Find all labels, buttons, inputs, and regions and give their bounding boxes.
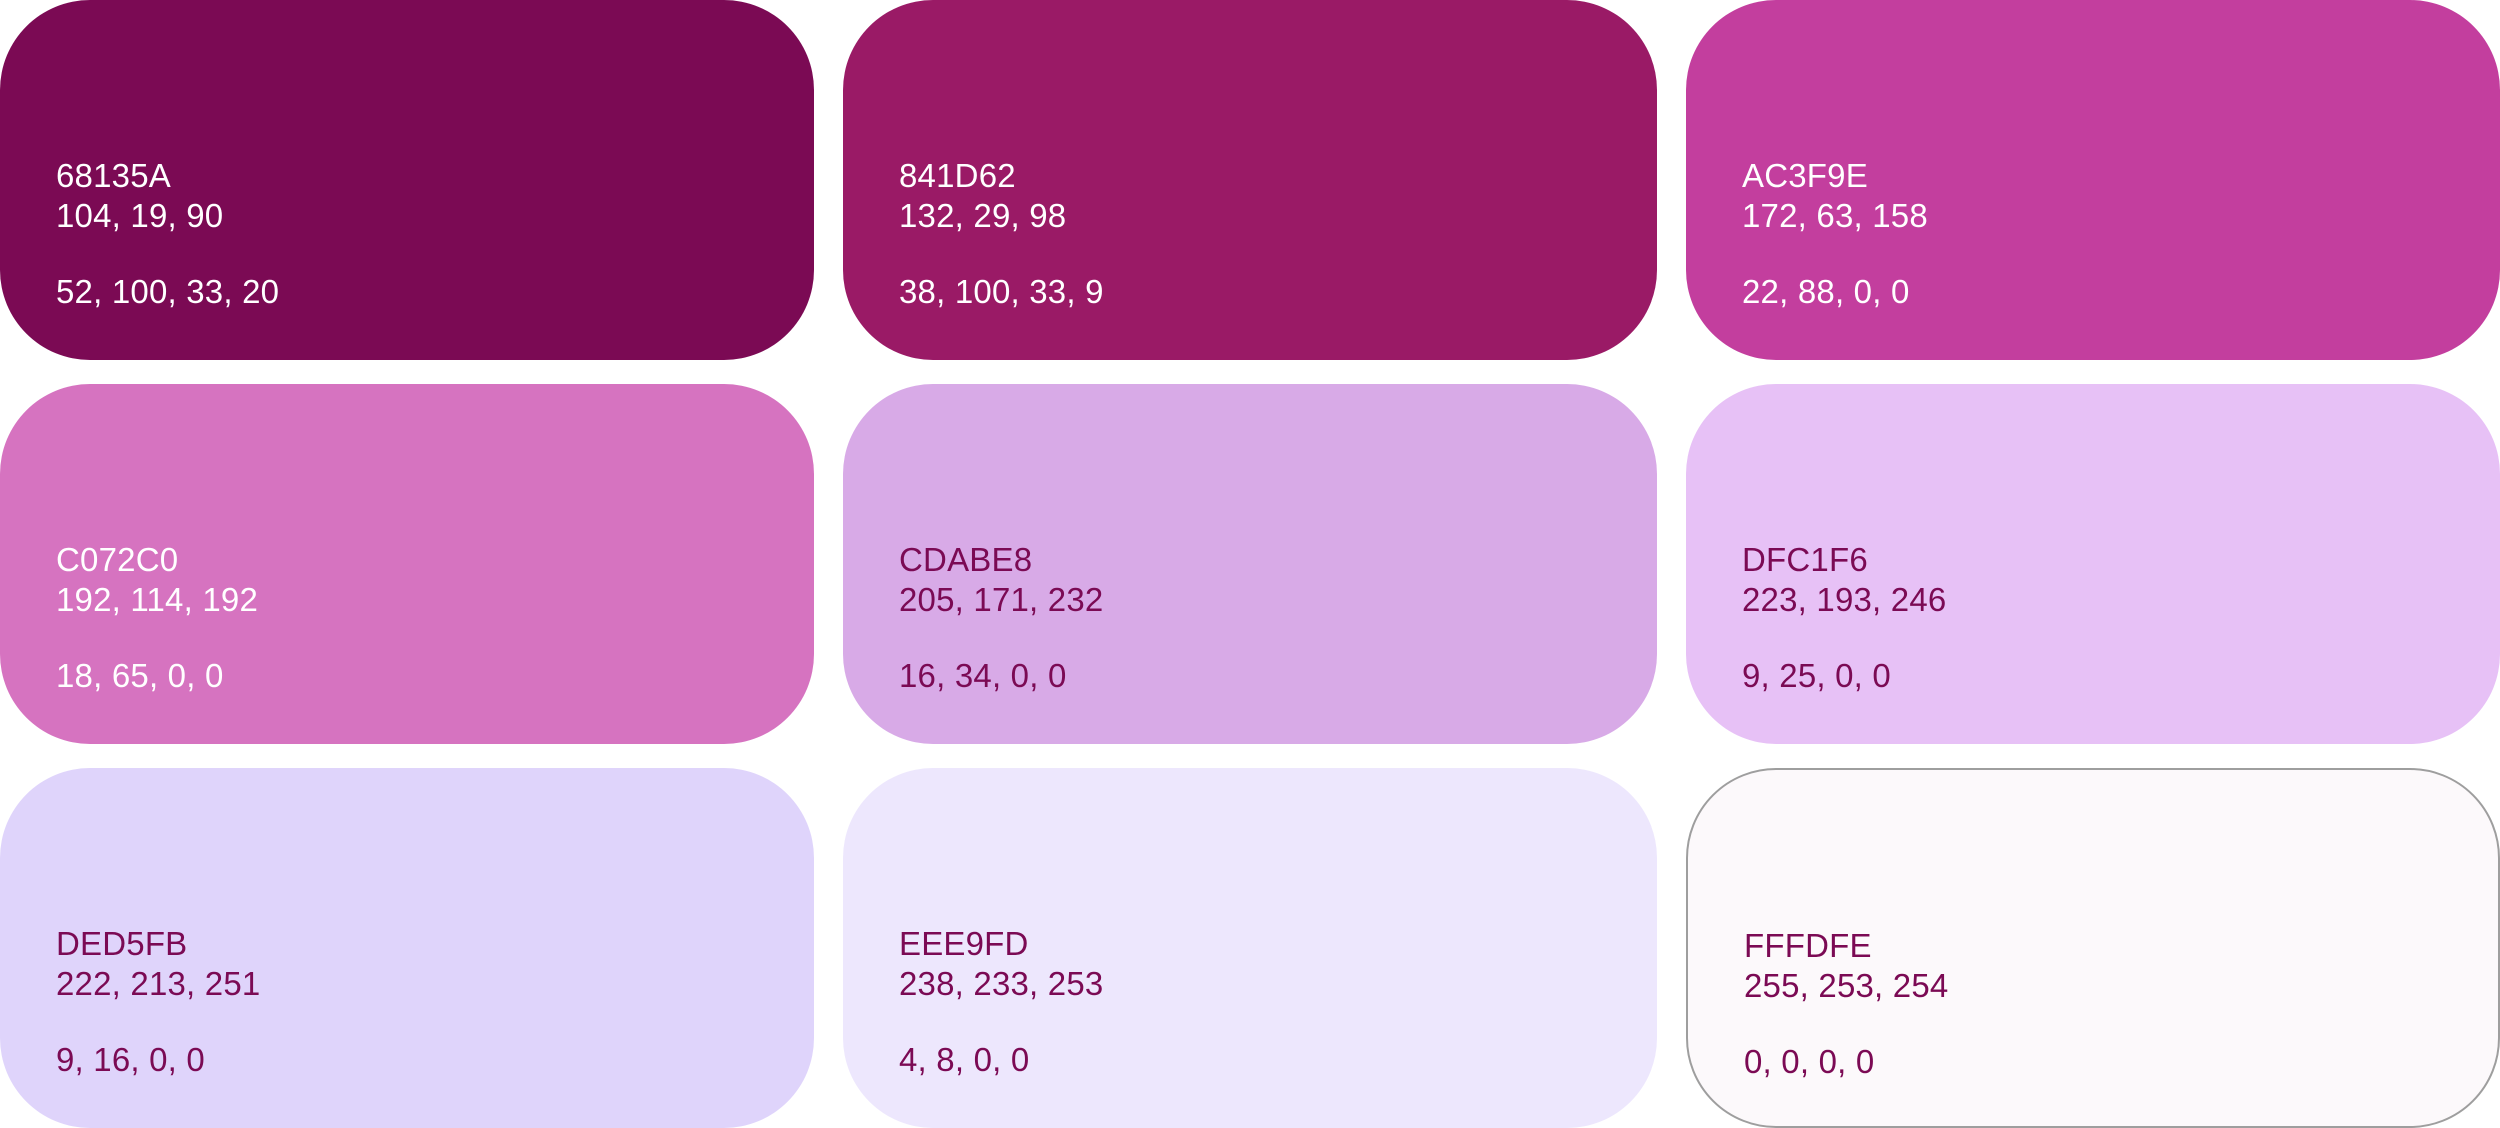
swatch-rgb-value: 205, 171, 232 <box>899 581 1104 618</box>
swatch-hex-code: DED5FB <box>56 925 188 962</box>
swatch-rgb-value: 172, 63, 158 <box>1742 197 1928 234</box>
color-swatch: 68135A 104, 19, 90 52, 100, 33, 20 <box>0 0 814 360</box>
swatch-hex-code: EEE9FD <box>899 925 1029 962</box>
color-swatch: FFFDFE 255, 253, 254 0, 0, 0, 0 <box>1686 768 2500 1128</box>
color-swatch: DFC1F6 223, 193, 246 9, 25, 0, 0 <box>1686 384 2500 744</box>
swatch-rgb-value: 255, 253, 254 <box>1744 967 1949 1004</box>
swatch-hex-code: DFC1F6 <box>1742 541 1868 578</box>
swatch-cmyk-value: 18, 65, 0, 0 <box>56 657 224 694</box>
swatch-cmyk-value: 16, 34, 0, 0 <box>899 657 1067 694</box>
swatch-rgb-value: 223, 193, 246 <box>1742 581 1947 618</box>
swatch-hex-code: 68135A <box>56 157 171 194</box>
color-swatch: CDABE8 205, 171, 232 16, 34, 0, 0 <box>843 384 1657 744</box>
swatch-rgb-value: 132, 29, 98 <box>899 197 1067 234</box>
swatch-cmyk-value: 9, 25, 0, 0 <box>1742 657 1891 694</box>
swatch-hex-code: FFFDFE <box>1744 927 1872 964</box>
swatch-rgb-value: 238, 233, 253 <box>899 965 1104 1002</box>
swatch-cmyk-value: 38, 100, 33, 9 <box>899 273 1104 310</box>
color-swatch: DED5FB 222, 213, 251 9, 16, 0, 0 <box>0 768 814 1128</box>
swatch-hex-code: CDABE8 <box>899 541 1033 578</box>
swatch-cmyk-value: 0, 0, 0, 0 <box>1744 1043 1875 1080</box>
swatch-cmyk-value: 9, 16, 0, 0 <box>56 1041 205 1078</box>
swatch-cmyk-value: 22, 88, 0, 0 <box>1742 273 1910 310</box>
swatch-hex-code: AC3F9E <box>1742 157 1868 194</box>
color-swatch: EEE9FD 238, 233, 253 4, 8, 0, 0 <box>843 768 1657 1128</box>
swatch-rgb-value: 192, 114, 192 <box>56 581 259 618</box>
color-swatch: C072C0 192, 114, 192 18, 65, 0, 0 <box>0 384 814 744</box>
swatch-rgb-value: 222, 213, 251 <box>56 965 261 1002</box>
color-swatch: AC3F9E 172, 63, 158 22, 88, 0, 0 <box>1686 0 2500 360</box>
swatch-hex-code: 841D62 <box>899 157 1016 194</box>
color-swatch: 841D62 132, 29, 98 38, 100, 33, 9 <box>843 0 1657 360</box>
swatch-hex-code: C072C0 <box>56 541 179 578</box>
swatch-cmyk-value: 4, 8, 0, 0 <box>899 1041 1030 1078</box>
swatch-cmyk-value: 52, 100, 33, 20 <box>56 273 280 310</box>
swatch-rgb-value: 104, 19, 90 <box>56 197 224 234</box>
